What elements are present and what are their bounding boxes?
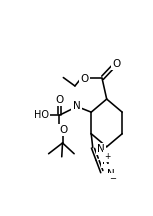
- Text: N: N: [97, 144, 105, 154]
- Text: O: O: [112, 59, 120, 69]
- Text: N: N: [73, 101, 80, 111]
- Text: O: O: [59, 125, 67, 135]
- Text: HO: HO: [34, 110, 49, 120]
- Text: +: +: [104, 152, 111, 160]
- Text: O: O: [80, 74, 88, 84]
- Text: −: −: [109, 174, 116, 183]
- Text: N: N: [107, 169, 114, 179]
- Text: N: N: [102, 156, 110, 167]
- Text: O: O: [55, 95, 63, 105]
